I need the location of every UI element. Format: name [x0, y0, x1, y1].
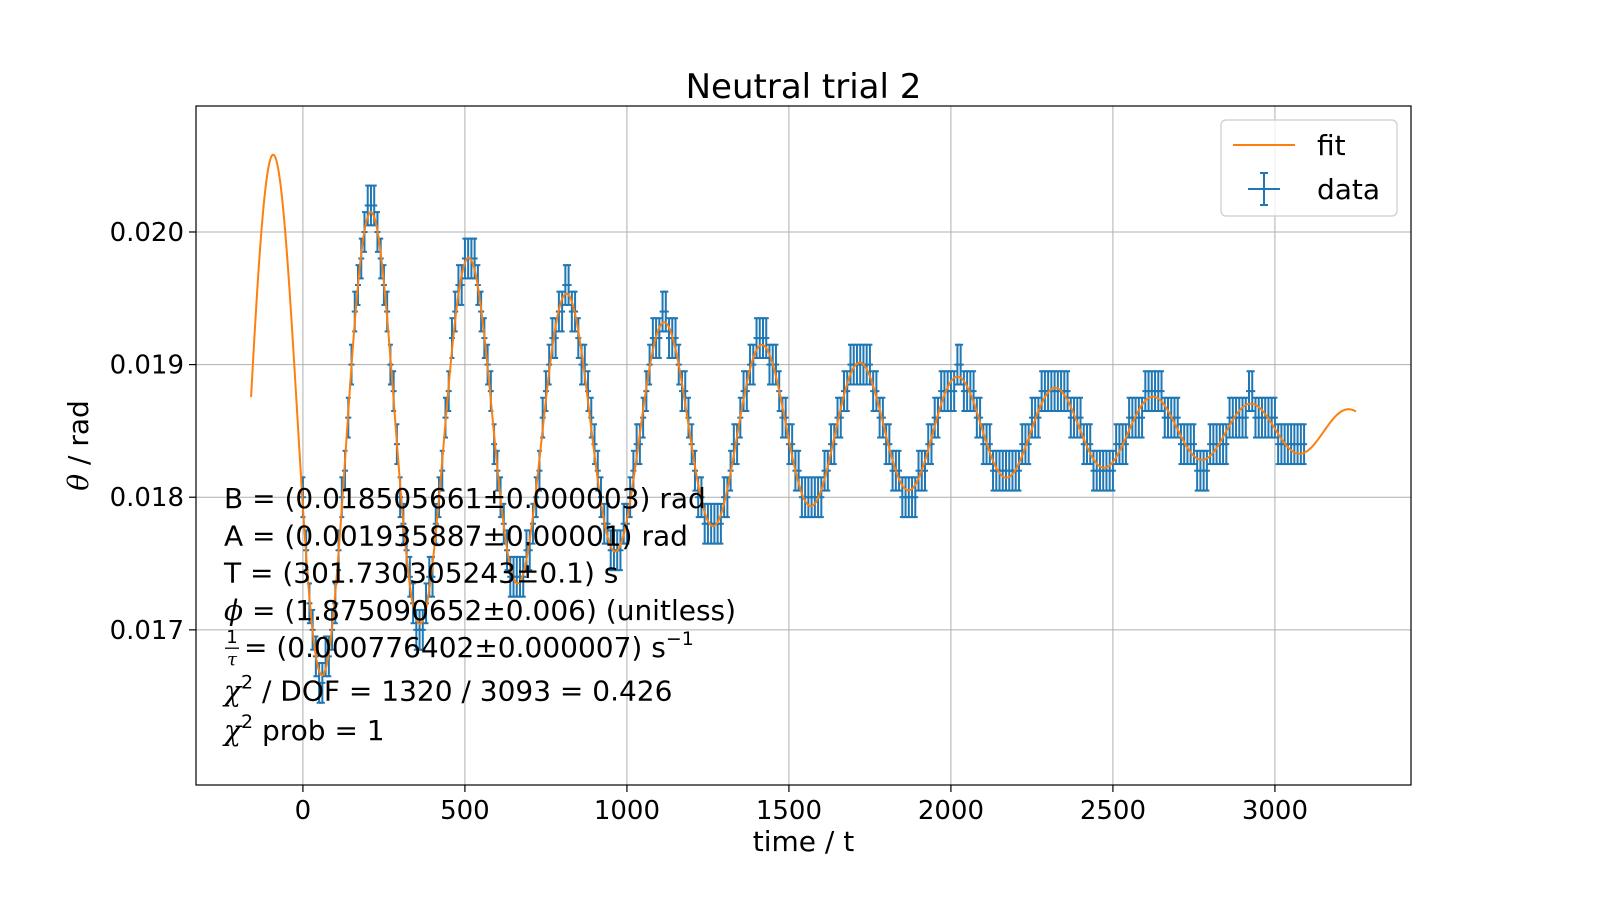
annotation-text: = (1.875090652±0.006) (unitless): [243, 594, 736, 627]
chart-title: Neutral trial 2: [686, 67, 922, 107]
data-point: [656, 317, 663, 359]
data-point: [1122, 423, 1129, 466]
data-point: [1109, 449, 1116, 492]
annotation-text: T = (301.730305243±0.1) s: [223, 557, 618, 590]
annotation-chi: χ2 / DOF = 1320 / 3093 = 0.426: [222, 672, 672, 708]
legend-data-label: data: [1317, 173, 1380, 206]
y-tick-label: 0.017: [110, 616, 184, 646]
x-tick-label: 0: [295, 796, 312, 826]
data-point: [1158, 370, 1165, 413]
annotation-superscript: −1: [666, 628, 694, 650]
y-tick-label: 0.019: [110, 351, 184, 381]
y-tick-label: 0.018: [110, 483, 184, 513]
legend-data-marker: [1248, 172, 1280, 206]
data-point: [1025, 423, 1032, 466]
data-point: [1015, 449, 1022, 492]
y-axis-symbol: θ: [62, 474, 95, 491]
data-point: [844, 370, 851, 413]
annotation-superscript: 2: [241, 672, 253, 694]
plot-frame: [195, 105, 1412, 786]
data-point: [419, 608, 426, 651]
x-tick-label: 3000: [1242, 796, 1308, 826]
y-tick-label: 0.020: [110, 218, 184, 248]
ticks: 0 500 1000 1500 2000 2500 3000 0.017 0.018 0.019 0…: [110, 218, 1308, 826]
annotation-A: A = (0.001935887±0.00001) rad: [224, 519, 688, 552]
annotation-symbol: χ: [222, 714, 243, 747]
annotation-text: / DOF = 1320 / 3093 = 0.426: [253, 675, 672, 708]
data-point: [662, 290, 669, 333]
annotation-tau: = (0.000776402±0.000007) s−1: [244, 628, 694, 664]
annotation-superscript: 2: [241, 711, 253, 733]
data-point: [818, 476, 825, 519]
annotation-text: B = (0.018505661±0.000003) rad: [224, 482, 706, 515]
data-point: [1190, 423, 1197, 466]
data-point: [1087, 423, 1094, 466]
data-point: [1301, 423, 1308, 466]
annotation-B: B = (0.018505661±0.000003) rad: [224, 482, 706, 515]
annotation-frac-num: 1: [226, 627, 237, 648]
annotation-T: T = (301.730305243±0.1) s: [223, 557, 618, 590]
annotation-frac-den: τ: [227, 649, 238, 670]
x-tick-label: 1000: [594, 796, 660, 826]
data-point: [1064, 370, 1071, 413]
annotation-prob: χ2 prob = 1: [222, 711, 385, 747]
fit-curve: [250, 153, 1357, 677]
legend-fit-label: fit: [1317, 129, 1346, 162]
annotation-symbol: χ: [222, 675, 243, 708]
x-axis-label: time / t: [753, 825, 854, 858]
annotation-phi: ϕ = (1.875090652±0.006) (unitless): [224, 594, 736, 627]
data-point: [763, 317, 770, 359]
x-tick-label: 1500: [756, 796, 822, 826]
x-tick-label: 500: [440, 796, 490, 826]
annotation-text: = (0.000776402±0.000007) s: [244, 631, 666, 664]
annotation-text: A = (0.001935887±0.00001) rad: [224, 519, 688, 552]
fit-parameter-annotations: B = (0.018505661±0.000003) rad A = (0.001…: [222, 482, 736, 747]
annotation-symbol: ϕ: [224, 594, 243, 627]
x-tick-label: 2500: [1080, 796, 1146, 826]
data-point: [896, 449, 903, 492]
fit-series: [250, 153, 1357, 677]
data-point: [928, 423, 935, 466]
data-point: [717, 502, 724, 545]
y-axis-label: θ / rad: [62, 400, 95, 491]
y-axis-unit: / rad: [62, 400, 95, 474]
data-point: [847, 343, 854, 386]
data-point: [565, 264, 572, 306]
annotation-text: prob = 1: [253, 714, 385, 747]
data-point: [319, 661, 326, 704]
legend: fit data: [1220, 119, 1398, 217]
x-tick-label: 2000: [918, 796, 984, 826]
data-point: [1271, 396, 1278, 439]
